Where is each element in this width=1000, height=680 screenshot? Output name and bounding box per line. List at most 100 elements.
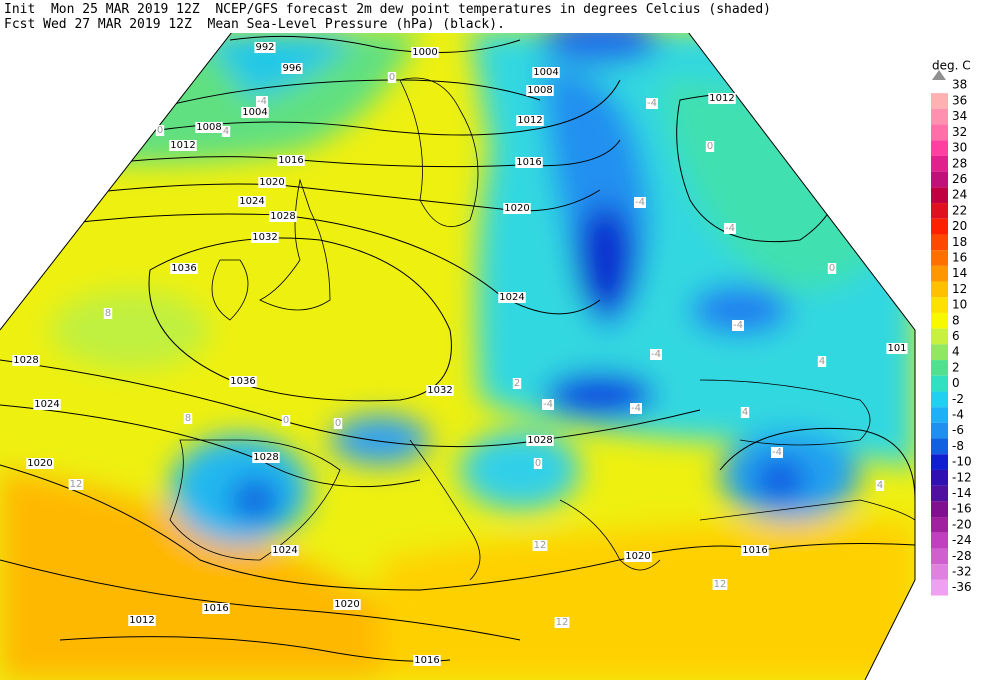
isobar-label: 1004 [242,107,267,118]
temp-label: 0 [157,125,163,136]
temp-label: 8 [185,413,191,424]
isobar-label: 1012 [517,115,542,126]
legend-swatch [931,281,948,298]
isobar-label-group: 992 [254,42,276,53]
header-line: Init Mon 25 MAR 2019 12Z NCEP/GFS foreca… [4,2,771,17]
isobar-label: 1008 [196,122,221,133]
isobar-label-bg [526,85,554,96]
legend-swatch [931,250,948,266]
temp-label: 12 [714,579,727,590]
isobar-label-group: 1004 [532,67,560,78]
temp-label-group: -4 [542,399,554,410]
temp-label-bg [103,308,113,319]
temp-label: 0 [389,72,395,83]
isobar-label: 1012 [709,93,734,104]
isobar-label-bg [516,115,544,126]
isobar-label-bg [169,140,197,151]
isobar-label: 1016 [742,545,767,556]
legend-label: 36 [952,94,967,108]
legend-swatch [931,391,948,408]
isobar-label-group: 1020 [333,599,361,610]
temp-label-bg [712,579,728,590]
legend-swatch [931,93,948,109]
isobar-label: 992 [255,42,274,53]
isobar [0,559,521,641]
legend-swatch [931,124,948,141]
temp-label: 4 [877,480,883,491]
isobar-label: 1020 [625,551,650,562]
isobar [719,427,915,501]
isobar-label: 1028 [253,452,278,463]
isobar-label-bg [411,47,439,58]
legend-label: 24 [952,188,967,202]
legend-label: -12 [952,470,972,484]
isobar-label-group: 1032 [251,232,279,243]
isobar-label-bg [708,93,736,104]
isobar-label: 1028 [270,211,295,222]
legend-label: -10 [952,455,972,469]
legend-label: 20 [952,219,967,233]
temp-label-group: 4 [740,407,750,418]
temp-label-bg [634,197,646,208]
temp-label-bg [183,413,193,424]
temp-label-bg [256,96,268,107]
legend-swatch [931,328,948,345]
isobar-label: 1012 [129,615,154,626]
temp-label-bg [554,617,570,628]
isobar [229,35,521,53]
legend-swatch [931,203,948,219]
temp-label-bg [155,125,165,136]
temp-label-bg [646,98,658,109]
isobar-label-group: 1028 [12,355,40,366]
temp-label-group: 0 [533,458,543,469]
legend-arrow [932,70,946,80]
legend-swatch [931,548,948,565]
isobar [19,213,601,315]
isobar-label: 1012 [170,140,195,151]
isobar-label-bg [269,211,297,222]
legend-label: -6 [952,423,964,437]
legend-swatch [931,407,948,423]
isobar-label: 1028 [13,355,38,366]
legend-label: -32 [952,565,972,579]
legend-swatch [931,187,948,204]
legend-swatch [931,579,948,596]
isobar [49,139,621,171]
isobar-label-bg [532,67,560,78]
temp-label-bg [512,378,522,389]
isobar-label-group: 996 [281,63,303,74]
isobar-label-group: 1020 [258,177,286,188]
temp-label-bg [705,141,715,152]
temp-label: 12 [556,617,569,628]
isobar-label-bg [413,655,441,666]
temp-label: -4 [772,447,782,458]
temp-label-bg [630,403,642,414]
legend-label: 32 [952,125,967,139]
temp-label-bg [724,223,736,234]
legend-swatch [931,517,948,533]
isobar-label: 1024 [499,292,524,303]
legend-swatch [931,234,948,251]
legend-label: 26 [952,172,967,186]
temp-label-bg [817,356,827,367]
legend-swatch [931,375,948,392]
temp-label-group: 0 [333,418,343,429]
isobar-label: 996 [282,63,301,74]
legend-label: 22 [952,203,967,217]
temp-label-bg [875,480,885,491]
isobar-label-group: 1028 [526,435,554,446]
isobar [149,79,541,111]
temp-label: 0 [829,263,835,274]
temp-label: -4 [635,197,645,208]
isobar-label-group: 1024 [33,399,61,410]
isobar-label-bg [741,545,769,556]
temp-label-bg [542,399,554,410]
isobar-label: 1016 [203,603,228,614]
temp-label-group: 8 [103,308,113,319]
temp-label-bg [740,407,750,418]
isobar-label: 1024 [34,399,59,410]
isobar-label-group: 1036 [170,263,198,274]
temp-label: 12 [534,540,547,551]
legend-label: 18 [952,235,967,249]
